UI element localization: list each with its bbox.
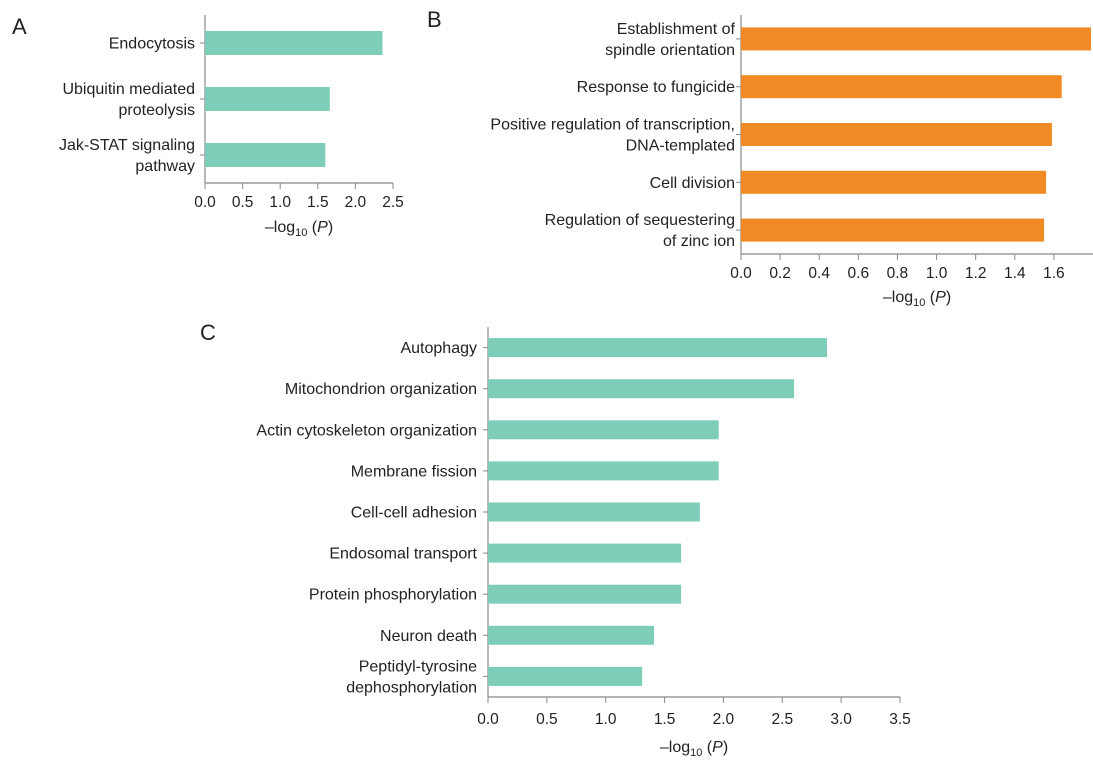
- x-tick-label-b-7: 1.2: [965, 265, 987, 282]
- x-axis-title-subscript: 10: [295, 227, 307, 239]
- bar-c-1: [488, 338, 827, 358]
- x-axis-title-close: ): [723, 739, 728, 756]
- category-label-c-8: Neuron death: [380, 628, 477, 645]
- x-tick-label-b-2: 0.2: [769, 265, 791, 282]
- x-tick-label-a-4: 1.5: [307, 194, 329, 211]
- x-axis-title-subscript: 10: [913, 297, 925, 309]
- category-label-c-9-line-2: dephosphorylation: [346, 679, 477, 696]
- x-axis-title-c: –log10 (P): [660, 739, 728, 759]
- category-label-b-3-line-1: Positive regulation of transcription,: [490, 117, 735, 134]
- x-tick-label-c-5: 2.0: [713, 711, 735, 728]
- chart-b: Establishment of spindle orientation Respo…: [490, 15, 1093, 309]
- x-axis-title-open: (: [925, 289, 935, 306]
- panel-c-letter: C: [200, 320, 216, 345]
- x-axis-title-variable: P: [317, 219, 328, 236]
- x-tick-label-b-5: 0.8: [887, 265, 909, 282]
- x-tick-label-a-3: 1.0: [269, 194, 291, 211]
- x-axis-title-a: –log10 (P): [265, 219, 333, 239]
- bar-c-8: [488, 625, 654, 645]
- panel-a-letter: A: [12, 14, 27, 39]
- bar-a-2: [205, 87, 330, 111]
- x-axis-title-main: –log: [883, 289, 913, 306]
- x-tick-label-c-2: 0.5: [536, 711, 558, 728]
- x-tick-label-b-8: 1.4: [1004, 265, 1026, 282]
- category-label-a-3-line-2: pathway: [135, 158, 195, 175]
- bar-c-9: [488, 666, 643, 686]
- x-tick-label-a-1: 0.0: [194, 194, 216, 211]
- chart-a: Endocytosis Ubiquitin mediated proteolysis…: [59, 15, 404, 239]
- x-tick-label-a-2: 0.5: [232, 194, 254, 211]
- bar-b-5: [741, 218, 1045, 242]
- category-label-b-1-line-2: spindle orientation: [605, 42, 735, 59]
- x-axis-title-main: –log: [265, 219, 295, 236]
- x-axis-title-main: –log: [660, 739, 690, 756]
- category-label-b-5-line-2: of zinc ion: [663, 233, 735, 250]
- x-tick-label-b-6: 1.0: [926, 265, 948, 282]
- category-label-b-5-line-1: Regulation of sequestering: [545, 212, 735, 229]
- category-label-c-5: Cell-cell adhesion: [351, 505, 477, 522]
- bar-c-5: [488, 502, 700, 522]
- x-axis-title-open: (: [307, 219, 317, 236]
- bar-c-7: [488, 584, 682, 604]
- x-axis-title-b: –log10 (P): [883, 289, 951, 309]
- category-label-b-2: Response to fungicide: [577, 79, 735, 96]
- bar-a-3: [205, 143, 326, 167]
- x-tick-label-c-4: 1.5: [654, 711, 676, 728]
- x-tick-label-c-1: 0.0: [477, 711, 499, 728]
- category-label-c-3: Actin cytoskeleton organization: [256, 422, 477, 439]
- x-axis-title-variable: P: [935, 289, 946, 306]
- category-label-c-1: Autophagy: [400, 340, 477, 357]
- x-tick-label-a-5: 2.0: [345, 194, 367, 211]
- panel-b-letter: B: [427, 7, 442, 32]
- x-axis-title-variable: P: [712, 739, 723, 756]
- bar-c-3: [488, 420, 719, 440]
- category-label-c-6: Endosomal transport: [329, 546, 477, 563]
- x-axis-title-close: ): [946, 289, 951, 306]
- x-axis-title-close: ): [328, 219, 333, 236]
- x-tick-label-c-8: 3.5: [889, 711, 911, 728]
- x-tick-label-c-7: 3.0: [830, 711, 852, 728]
- bar-b-2: [741, 75, 1062, 99]
- bar-c-4: [488, 461, 719, 481]
- x-axis-title-open: (: [702, 739, 712, 756]
- category-label-b-4: Cell division: [650, 175, 735, 192]
- category-label-a-2-line-2: proteolysis: [119, 102, 195, 119]
- bar-b-1: [741, 27, 1091, 51]
- x-tick-label-b-9: 1.6: [1043, 265, 1065, 282]
- x-tick-label-b-4: 0.6: [848, 265, 870, 282]
- x-tick-label-c-3: 1.0: [595, 711, 617, 728]
- bar-b-3: [741, 123, 1052, 146]
- category-label-a-3-line-1: Jak-STAT signaling: [59, 137, 195, 154]
- bar-c-6: [488, 543, 682, 563]
- x-tick-label-b-1: 0.0: [730, 265, 752, 282]
- category-label-c-2: Mitochondrion organization: [285, 381, 477, 398]
- x-tick-label-c-6: 2.5: [772, 711, 794, 728]
- x-axis-title-subscript: 10: [690, 747, 702, 759]
- category-label-c-7: Protein phosphorylation: [309, 587, 477, 604]
- category-label-c-9-line-1: Peptidyl-tyrosine: [359, 658, 477, 675]
- category-label-b-3-line-2: DNA-templated: [626, 138, 735, 155]
- x-tick-label-b-3: 0.4: [808, 265, 830, 282]
- bar-b-4: [741, 170, 1047, 194]
- category-label-b-1-line-1: Establishment of: [617, 21, 736, 38]
- bar-a-1: [205, 31, 383, 55]
- category-label-a-2-line-1: Ubiquitin mediated: [62, 81, 195, 98]
- category-label-a-1: Endocytosis: [109, 36, 195, 53]
- bar-c-2: [488, 379, 795, 399]
- category-label-c-4: Membrane fission: [351, 463, 477, 480]
- x-tick-label-a-6: 2.5: [382, 194, 404, 211]
- chart-c: Autophagy Mitochondrion organization Actin…: [256, 327, 911, 759]
